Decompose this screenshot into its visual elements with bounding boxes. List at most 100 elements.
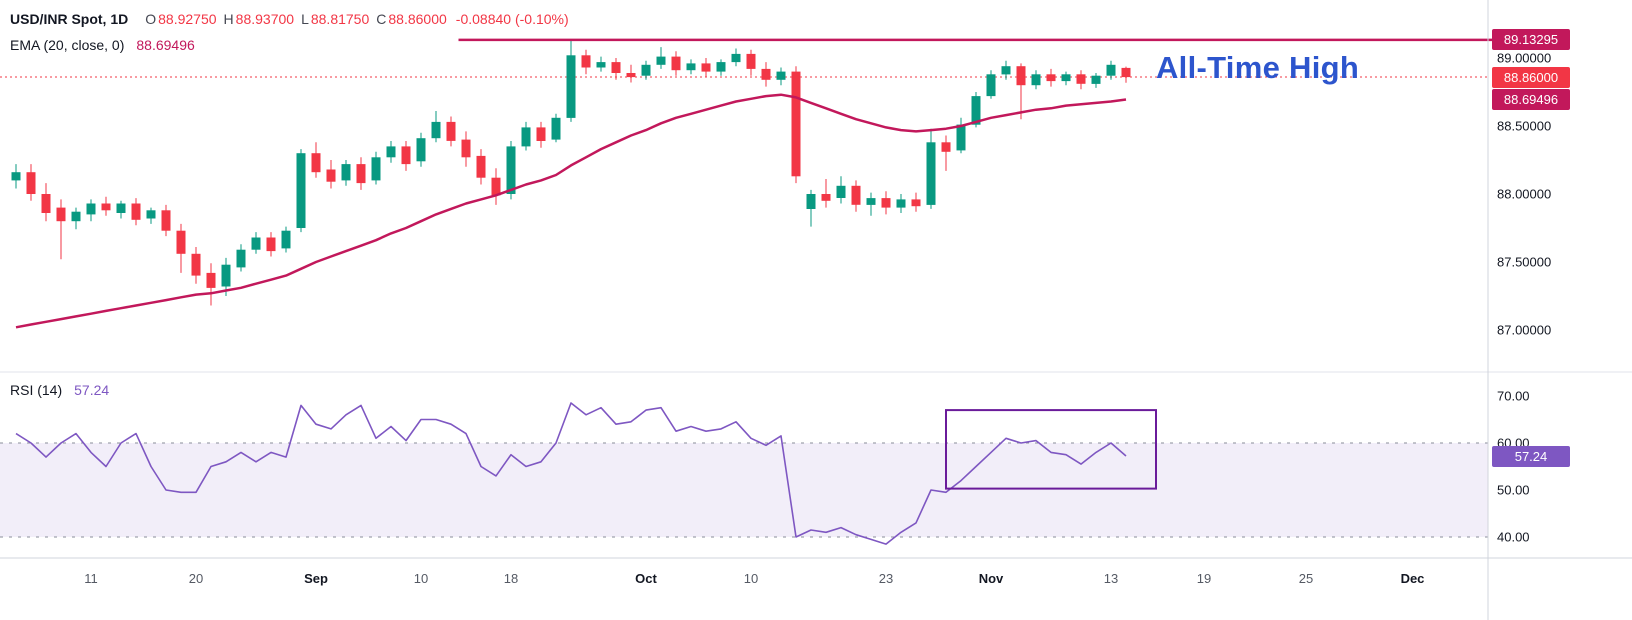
candle-body [446,121,456,141]
candle-body [86,203,96,215]
time-axis-label: 10 [744,571,758,586]
all-time-high-annotation[interactable]: All-Time High [1156,50,1360,85]
candle-body [176,230,186,254]
candle-body [1016,66,1026,86]
candle-body [206,272,216,288]
ath-price-badge: 89.13295 [1492,29,1570,51]
candle-body [821,194,831,201]
time-axis-label: 19 [1197,571,1211,586]
candle-body [731,53,741,63]
candle-body [371,157,381,181]
candle-body [1076,74,1086,84]
candle-body [746,53,756,69]
rsi-box-drawing[interactable] [945,409,1157,490]
price-tick-label: 87.00000 [1497,323,1551,338]
open-value: 88.92750 [158,11,217,27]
time-axis-label: 10 [414,571,428,586]
candle-body [896,199,906,208]
time-axis-label: Oct [635,571,657,586]
candle-body [626,73,636,78]
candle-body [266,237,276,252]
candle-body [386,146,396,158]
candle-body [1121,67,1131,78]
candle-body [281,230,291,249]
candle-body [1061,74,1071,82]
time-axis-label: 11 [84,571,98,586]
candle-body [146,210,156,219]
price-tick-label: 88.00000 [1497,187,1551,202]
candle-body [1106,64,1116,76]
last-price-badge: 88.86000 [1492,66,1570,88]
candle-body [296,153,306,228]
candle-body [221,264,231,287]
candle-body [191,253,201,276]
candle-body [881,198,891,208]
candle-body [956,124,966,151]
close-label: C [376,11,387,27]
ema-price-badge: 88.69496 [1492,89,1570,110]
candle-body [701,63,711,72]
time-axis[interactable]: 11 20 Sep 10 18 Oct 10 23 Nov 13 19 25 Dec [84,571,1424,586]
candle-body [941,142,951,152]
rsi-tick-label: 70.00 [1497,389,1530,404]
candle-body [611,62,621,73]
candle-body [641,64,651,76]
candle-body [671,56,681,71]
candle-body [551,117,561,140]
candle-body [341,164,351,181]
candle-body [461,139,471,158]
rsi-band [0,443,1488,537]
rsi-tick-label: 50.00 [1497,483,1530,498]
candle-body [761,68,771,80]
candle-body [656,56,666,65]
price-axis[interactable]: 89.00000 88.50000 88.00000 87.50000 87.00000 [1497,51,1551,338]
candle-body [686,63,696,71]
rsi-legend[interactable]: RSI (14) 57.24 [10,382,109,398]
rsi-tick-label: 40.00 [1497,530,1530,545]
candle-body [986,74,996,97]
high-value: 88.93700 [235,11,295,27]
candle-body [1001,66,1011,75]
time-axis-label: 13 [1104,571,1118,586]
symbol-legend[interactable]: USD/INR Spot, 1D O 88.92750 H 88.93700 L… [10,11,569,27]
time-axis-label: 18 [504,571,518,586]
rsi-value-badge: 57.24 [1492,445,1570,467]
open-label: O [145,11,157,27]
candle-body [161,210,171,231]
candle-body [1031,74,1041,86]
candle-body [131,203,141,220]
candle-body [101,203,111,211]
candle-body [866,198,876,205]
candle-body [536,127,546,141]
candle-body [581,55,591,68]
ema-line [15,93,1127,329]
ema-value: 88.69496 [136,37,195,53]
candle-body [776,71,786,80]
candle-body [11,172,21,181]
close-value: 88.86000 [388,11,447,27]
candle-body [311,153,321,173]
candle-body [326,169,336,182]
rsi-line [15,402,1127,545]
candle-body [56,207,66,222]
symbol-title: USD/INR Spot, 1D [10,11,129,27]
candle-body [521,127,531,147]
high-label: H [223,11,234,27]
low-label: L [301,11,309,27]
candle-body [1091,75,1101,84]
rsi-label: RSI (14) [10,382,63,398]
candle-body [401,146,411,165]
ema-legend[interactable]: EMA (20, close, 0) 88.69496 [10,37,195,53]
time-axis-label: Nov [979,571,1004,586]
candle-body [476,155,486,178]
time-axis-label: Sep [304,571,328,586]
time-axis-label: Dec [1401,571,1425,586]
change-value: -0.08840 (-0.10%) [455,11,569,27]
candle-body [236,249,246,268]
candle-body [116,203,126,213]
candles[interactable] [11,39,1131,306]
candle-body [41,194,51,213]
candle-body [506,146,516,194]
